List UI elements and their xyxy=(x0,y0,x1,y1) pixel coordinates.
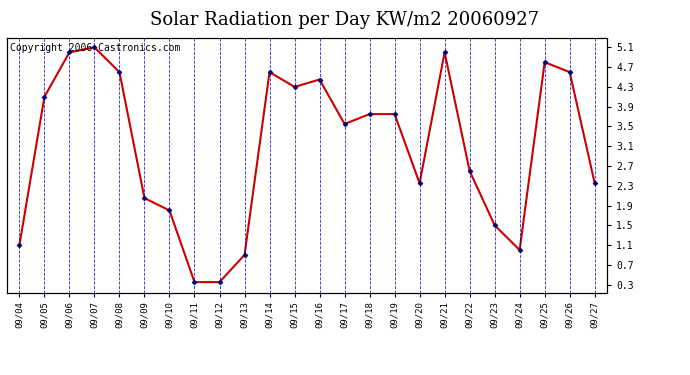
Text: Copyright 2006 Castronics.com: Copyright 2006 Castronics.com xyxy=(10,43,180,52)
Text: Solar Radiation per Day KW/m2 20060927: Solar Radiation per Day KW/m2 20060927 xyxy=(150,11,540,29)
